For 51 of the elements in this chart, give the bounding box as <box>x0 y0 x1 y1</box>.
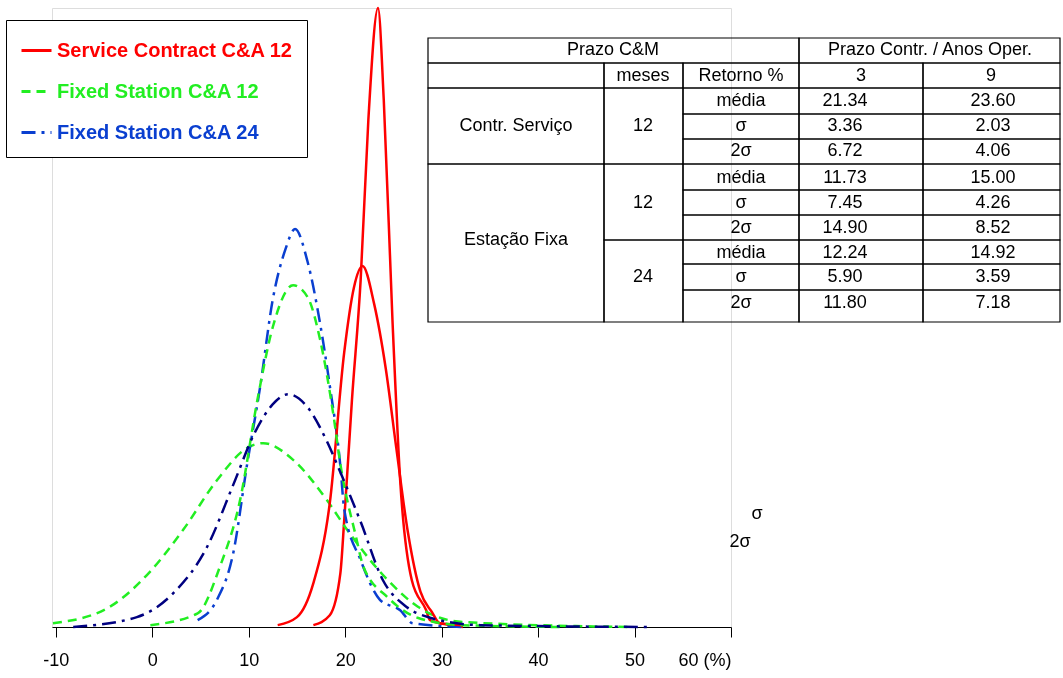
text: 14.92 <box>970 242 1016 262</box>
text: 2.03 <box>975 115 1011 135</box>
text: 7.18 <box>975 292 1011 312</box>
annotation: Contr. Serviço <box>459 115 573 135</box>
x-tick-label: 30 <box>432 649 453 670</box>
text: 3.59 <box>975 266 1011 286</box>
text: 11.80 <box>823 292 867 312</box>
text: 3 <box>855 65 867 85</box>
text: 4.06 <box>975 140 1011 160</box>
legend-label: Service Contract C&A 12 <box>57 38 292 61</box>
x-tick-label: 60 (%) <box>678 649 732 670</box>
x-tick-label: -10 <box>43 649 70 670</box>
text: 6.72 <box>827 140 863 160</box>
annotation: média <box>716 90 767 110</box>
x-tick-label: 0 <box>147 649 158 670</box>
legend-label: Fixed Station C&A 24 <box>57 120 260 143</box>
x-tick-label: 10 <box>239 649 260 670</box>
annotation: 2σ <box>730 140 752 160</box>
annotation: meses <box>616 65 670 85</box>
text: 5.90 <box>827 266 863 286</box>
annotation: 12 <box>632 115 654 135</box>
text: 15.00 <box>970 167 1016 187</box>
text: Prazo Contr. / Anos Oper. <box>827 39 1033 59</box>
text: 3.36 <box>827 115 863 135</box>
legend-label: Fixed Station C&A 12 <box>57 79 259 102</box>
text: 8.52 <box>975 217 1011 237</box>
text: σ <box>751 503 763 523</box>
text: σ <box>735 266 747 286</box>
text: 7.45 <box>827 192 863 212</box>
annotation: média <box>716 242 767 262</box>
text: σ <box>735 115 747 135</box>
annotation: 2σ <box>730 292 752 312</box>
annotation: Retorno % <box>698 65 784 85</box>
text: 4.26 <box>975 192 1011 212</box>
annotation: 12 <box>632 192 654 212</box>
x-tick-label: 20 <box>335 649 356 670</box>
text: 23.60 <box>970 90 1016 110</box>
x-tick-label: 40 <box>528 649 549 670</box>
text: 11.73 <box>823 167 867 187</box>
annotation: 2σ <box>730 217 752 237</box>
text: 9 <box>985 65 997 85</box>
annotation: Prazo C&M <box>566 39 660 59</box>
annotation: média <box>716 167 767 187</box>
text: σ <box>735 192 747 212</box>
text: 21.34 <box>822 90 868 110</box>
text: 12.24 <box>822 242 868 262</box>
annotation: Estação Fixa <box>463 229 570 249</box>
text: 14.90 <box>822 217 868 237</box>
annotation: 2σ <box>729 531 751 551</box>
annotation: 24 <box>632 266 654 286</box>
x-tick-label: 50 <box>625 649 646 670</box>
